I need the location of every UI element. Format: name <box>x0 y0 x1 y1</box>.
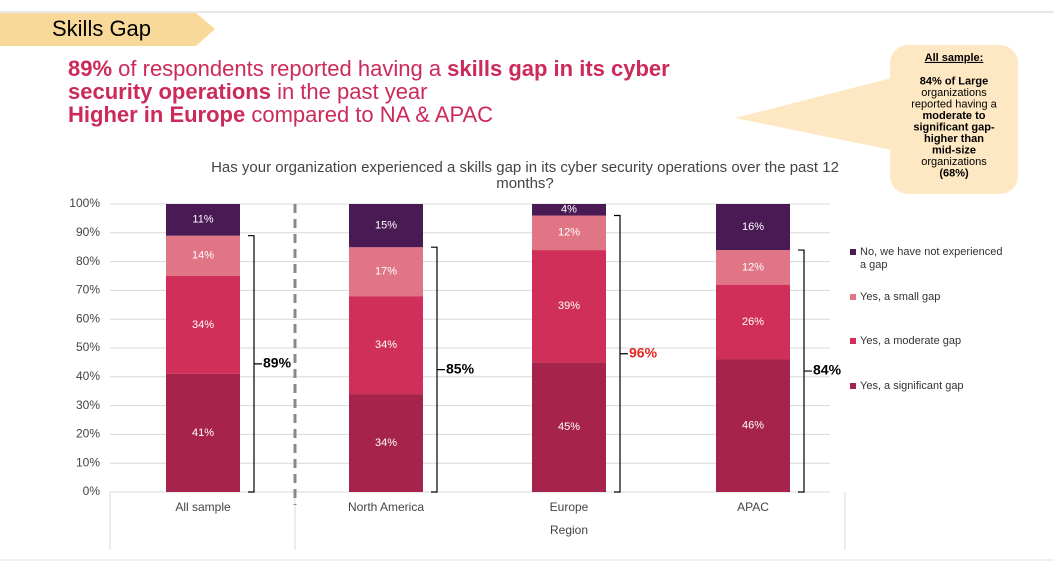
callout-line: 84% of Large <box>920 75 988 87</box>
headline-line: Higher in Europe compared to NA & APAC <box>68 102 493 127</box>
data-label: 11% <box>192 214 213 226</box>
bar-segment <box>716 284 790 360</box>
data-label: 4% <box>561 204 577 216</box>
x-tick-label: Europe <box>550 500 589 514</box>
y-tick-label: 80% <box>76 254 100 268</box>
bar-segment <box>716 204 790 251</box>
callout-line: organizations <box>921 87 987 99</box>
bar-segment <box>166 235 240 276</box>
chart-title: months? <box>496 175 554 192</box>
data-label: 16% <box>742 221 764 233</box>
legend-swatch <box>850 338 856 344</box>
x-tick-label: APAC <box>737 500 769 514</box>
callout-line: All sample: <box>925 52 984 64</box>
data-label: 46% <box>742 420 764 432</box>
callout-line: reported having a <box>911 98 997 110</box>
bar-segment <box>349 204 423 248</box>
callout-line: mid-size <box>932 144 976 156</box>
callout-box <box>890 45 1018 194</box>
total-bracket <box>614 214 628 493</box>
legend-label-part: Yes, a moderate gap <box>860 335 961 347</box>
legend-swatch <box>850 249 856 255</box>
legend-label: Yes, a small gap <box>860 291 940 303</box>
y-tick-label: 90% <box>76 225 100 239</box>
legend-label: Yes, a moderate gap <box>860 335 961 347</box>
bar-segment <box>716 250 790 285</box>
data-label: 17% <box>375 266 397 278</box>
total-bracket <box>798 249 812 493</box>
y-tick-label: 40% <box>76 369 100 383</box>
header-banner <box>0 13 215 46</box>
header-title: Skills Gap <box>52 16 151 41</box>
x-tick-label: North America <box>348 500 424 514</box>
y-tick-label: 100% <box>69 196 100 210</box>
bar-segment <box>166 276 240 374</box>
y-tick-label: 10% <box>76 455 100 469</box>
data-label: 15% <box>375 220 397 232</box>
total-bracket <box>431 246 445 493</box>
y-tick-label: 50% <box>76 340 100 354</box>
bar-segment <box>532 362 606 492</box>
total-label: 84% <box>813 362 842 378</box>
total-label: 96% <box>629 344 658 360</box>
total-label: 89% <box>263 355 292 371</box>
total-bracket <box>248 235 262 493</box>
legend-swatch <box>850 294 856 300</box>
legend-label-part: Yes, a significant gap <box>860 380 964 392</box>
data-label: 34% <box>192 319 214 331</box>
headline-segment: compared to NA & APAC <box>245 102 493 127</box>
callout-line: (68%) <box>939 167 969 179</box>
data-label: 12% <box>742 261 764 273</box>
total-label: 85% <box>446 360 475 376</box>
data-label: 41% <box>192 427 214 439</box>
bar-segment <box>349 394 423 492</box>
headline-segment: Higher in Europe <box>68 102 245 127</box>
bar-segment <box>349 296 423 395</box>
bar-segment <box>166 373 240 492</box>
data-label: 12% <box>558 227 580 239</box>
bar-segment <box>532 215 606 251</box>
data-label: 34% <box>375 339 397 351</box>
bar-segment <box>349 247 423 297</box>
legend-label-line: a gap <box>860 259 888 271</box>
y-tick-label: 20% <box>76 427 100 441</box>
headline-line: security operations in the past year <box>68 79 428 104</box>
headline-line: 89% of respondents reported having a ski… <box>68 56 670 81</box>
bar-segment <box>716 359 790 492</box>
y-tick-label: 0% <box>83 484 101 498</box>
headline-segment: in the past year <box>271 79 428 104</box>
legend-label: No, we have not experienced a gap <box>860 246 1002 271</box>
chart-title: Has your organization experienced a skil… <box>211 159 839 176</box>
bar-segment <box>166 204 240 236</box>
callout-line: significant gap- <box>913 121 995 133</box>
callout-line: higher than <box>924 133 984 145</box>
y-tick-label: 30% <box>76 398 100 412</box>
bar-segment <box>532 250 606 363</box>
bar-segment <box>532 204 606 216</box>
legend-label-part: Yes, a small gap <box>860 291 940 303</box>
data-label: 14% <box>192 250 214 262</box>
x-axis-label: Region <box>550 523 588 537</box>
data-label: 26% <box>742 316 764 328</box>
headline-segment: 89% <box>68 56 112 81</box>
legend-label-line: No, we have not experienced <box>860 246 1002 258</box>
headline-segment: skills gap in its cyber <box>447 56 670 81</box>
callout-pointer <box>735 78 892 150</box>
x-tick-label: All sample <box>175 500 231 514</box>
data-label: 45% <box>558 421 580 433</box>
legend-swatch <box>850 383 856 389</box>
y-tick-label: 70% <box>76 283 100 297</box>
headline-segment: of respondents reported having a <box>112 56 447 81</box>
data-label: 34% <box>375 437 397 449</box>
callout-line: moderate to <box>923 110 986 122</box>
data-label: 39% <box>558 300 580 312</box>
legend-label-part: No, we have not experienced a gap <box>860 246 1002 271</box>
legend-label: Yes, a significant gap <box>860 380 964 392</box>
callout-line: organizations <box>921 156 987 168</box>
headline-segment: security operations <box>68 79 271 104</box>
y-tick-label: 60% <box>76 311 100 325</box>
